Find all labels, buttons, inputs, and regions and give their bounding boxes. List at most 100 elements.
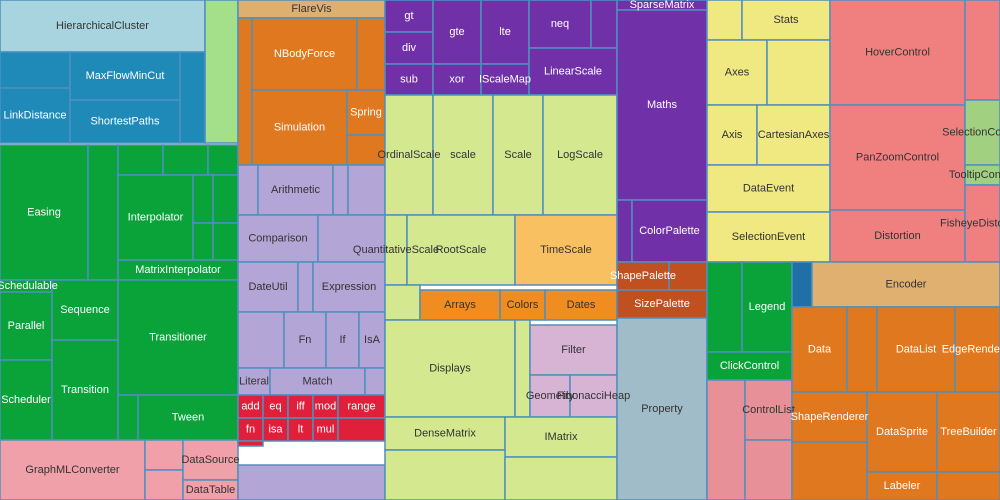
cell[interactable] bbox=[312, 261, 386, 313]
cell[interactable] bbox=[192, 222, 214, 261]
cell[interactable] bbox=[504, 456, 618, 500]
cell[interactable] bbox=[964, 0, 1000, 101]
cell-label: Interpolator bbox=[128, 211, 184, 223]
cell[interactable] bbox=[384, 284, 421, 321]
cell[interactable] bbox=[283, 311, 327, 369]
cell[interactable] bbox=[212, 174, 239, 224]
cell[interactable] bbox=[766, 39, 831, 106]
cell[interactable] bbox=[706, 39, 768, 106]
cell[interactable] bbox=[876, 306, 956, 393]
cell[interactable] bbox=[182, 439, 239, 481]
cell[interactable] bbox=[964, 99, 1000, 166]
cell[interactable] bbox=[137, 394, 239, 441]
cell-label: neq bbox=[551, 18, 569, 30]
cell[interactable] bbox=[616, 199, 633, 263]
cell[interactable] bbox=[358, 311, 386, 369]
cell[interactable] bbox=[237, 311, 285, 369]
cell[interactable] bbox=[706, 0, 743, 41]
cell[interactable] bbox=[162, 144, 209, 176]
cell-label: DenseMatrix bbox=[414, 427, 476, 439]
cell[interactable] bbox=[117, 394, 139, 441]
cell[interactable] bbox=[212, 222, 239, 261]
cell[interactable] bbox=[706, 379, 746, 500]
cell[interactable] bbox=[590, 0, 618, 49]
cell[interactable] bbox=[237, 464, 386, 500]
cell[interactable] bbox=[811, 261, 1000, 308]
cell[interactable] bbox=[346, 134, 386, 166]
cell[interactable] bbox=[384, 449, 506, 500]
cell[interactable] bbox=[144, 469, 184, 500]
cell[interactable] bbox=[384, 319, 516, 418]
cell[interactable] bbox=[744, 439, 793, 500]
cell[interactable] bbox=[356, 17, 386, 91]
cell[interactable] bbox=[791, 441, 868, 500]
cell[interactable] bbox=[237, 17, 253, 166]
cell[interactable] bbox=[791, 306, 848, 393]
cell[interactable] bbox=[544, 289, 618, 321]
cell[interactable] bbox=[432, 94, 494, 216]
cell[interactable] bbox=[0, 51, 71, 89]
cell[interactable] bbox=[542, 94, 618, 216]
cell[interactable] bbox=[297, 261, 314, 313]
cell[interactable] bbox=[364, 367, 386, 396]
cell[interactable] bbox=[419, 289, 501, 321]
cell[interactable] bbox=[706, 211, 831, 263]
cell-label: sub bbox=[400, 73, 418, 85]
cell[interactable] bbox=[529, 324, 618, 376]
cell[interactable] bbox=[499, 289, 546, 321]
cell-label: Labeler bbox=[884, 480, 921, 492]
cell[interactable] bbox=[337, 417, 386, 442]
cell[interactable] bbox=[529, 374, 571, 418]
cell[interactable] bbox=[257, 164, 334, 216]
cell[interactable] bbox=[0, 439, 146, 500]
cell-label: Simulation bbox=[274, 121, 325, 133]
cell[interactable] bbox=[237, 367, 271, 396]
cell[interactable] bbox=[317, 214, 386, 263]
cell[interactable] bbox=[332, 164, 349, 216]
cell-label: Dates bbox=[567, 299, 596, 311]
cell[interactable] bbox=[384, 63, 434, 96]
cell[interactable] bbox=[346, 89, 386, 136]
cell[interactable] bbox=[237, 440, 264, 447]
cell[interactable] bbox=[741, 261, 793, 353]
cell-label: scale bbox=[450, 149, 476, 161]
cell[interactable] bbox=[51, 339, 119, 441]
cell[interactable] bbox=[347, 164, 386, 216]
cell[interactable] bbox=[192, 174, 214, 224]
cell[interactable] bbox=[237, 164, 259, 216]
cell-label: DataSprite bbox=[876, 426, 928, 438]
cell-label: mul bbox=[317, 423, 335, 435]
cell[interactable] bbox=[406, 214, 516, 286]
cell[interactable] bbox=[504, 416, 618, 458]
cell[interactable] bbox=[207, 144, 239, 176]
cell[interactable] bbox=[866, 471, 938, 500]
cell-label: CartesianAxes bbox=[758, 129, 830, 141]
cell[interactable] bbox=[514, 319, 531, 418]
cell[interactable] bbox=[492, 94, 544, 216]
cell[interactable] bbox=[514, 214, 618, 286]
cell-label: iff bbox=[296, 400, 305, 412]
cell[interactable] bbox=[791, 391, 868, 443]
cell[interactable] bbox=[936, 471, 1000, 500]
cell[interactable] bbox=[69, 99, 181, 144]
cell[interactable] bbox=[528, 47, 618, 96]
cell[interactable] bbox=[204, 0, 239, 144]
cell[interactable] bbox=[384, 416, 506, 451]
cell[interactable] bbox=[569, 374, 618, 418]
cell[interactable] bbox=[706, 261, 743, 353]
cell[interactable] bbox=[846, 306, 878, 393]
cell[interactable] bbox=[117, 144, 164, 176]
cell[interactable] bbox=[69, 51, 181, 101]
cell[interactable] bbox=[179, 51, 206, 144]
cell-label: add bbox=[241, 400, 259, 412]
cell[interactable] bbox=[144, 439, 184, 471]
cell[interactable] bbox=[616, 261, 670, 291]
cell[interactable] bbox=[616, 289, 708, 319]
cell[interactable] bbox=[117, 279, 239, 396]
cell[interactable] bbox=[829, 209, 966, 263]
cell-label: If bbox=[339, 334, 346, 346]
cell[interactable] bbox=[384, 94, 434, 216]
cell[interactable] bbox=[384, 31, 434, 65]
cell[interactable] bbox=[87, 144, 119, 281]
cell[interactable] bbox=[791, 261, 813, 308]
